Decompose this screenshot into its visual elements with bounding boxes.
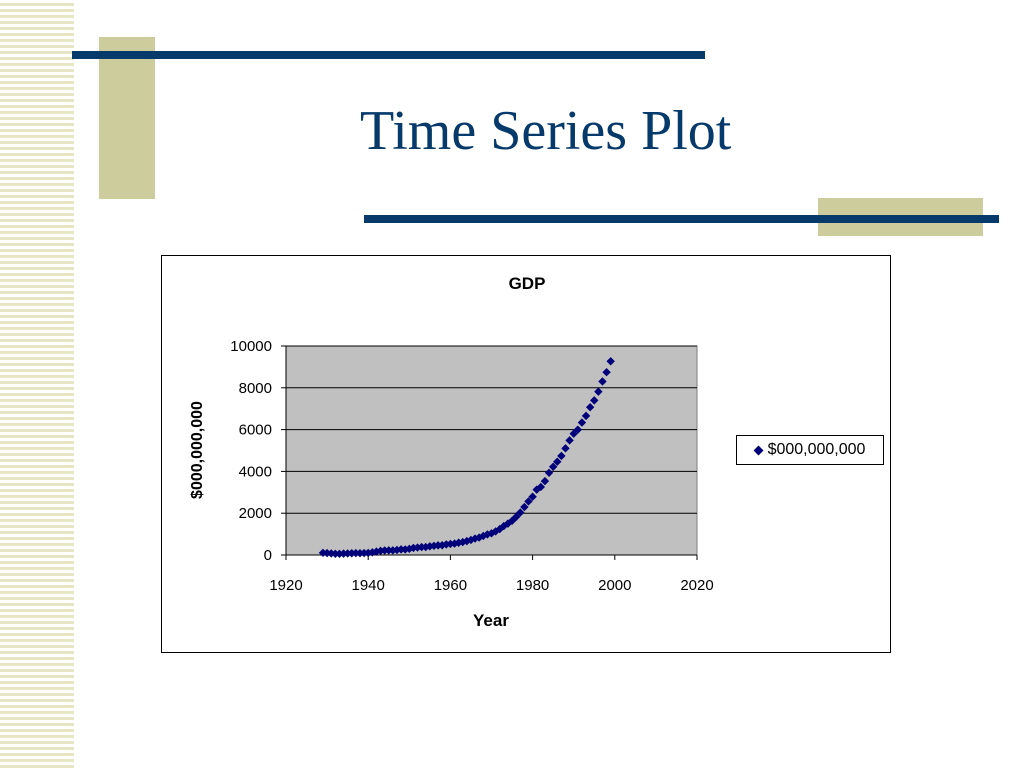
chart-title: GDP — [509, 274, 546, 293]
data-point — [339, 549, 348, 558]
plot-area — [285, 345, 698, 556]
data-point — [474, 533, 484, 542]
data-point — [495, 524, 504, 534]
data-point — [318, 548, 328, 558]
data-point — [520, 502, 529, 512]
x-tick-label: 2000 — [598, 577, 631, 594]
data-point — [548, 462, 558, 472]
data-point — [446, 539, 455, 549]
data-point — [590, 396, 599, 405]
data-point — [491, 527, 500, 536]
x-axis-label: Year — [473, 611, 509, 630]
slide-title: Time Series Plot — [360, 100, 732, 162]
diamond-marker-icon — [753, 445, 764, 455]
y-tick-label: 6000 — [239, 422, 272, 439]
y-tick-labels: 0 2000 4000 6000 8000 10000 — [230, 338, 272, 564]
decorative-bar-bottom — [364, 215, 999, 223]
legend-label: $000,000,000 — [767, 441, 866, 458]
chart-container: GDP 1920 1940 1960 1980 2000 2020 0 2000 4000 60… — [161, 255, 891, 653]
data-point — [368, 548, 377, 557]
data-point — [388, 546, 398, 555]
gridlines — [286, 345, 697, 514]
y-tick-label: 4000 — [239, 463, 272, 480]
data-point — [598, 377, 607, 386]
x-tick-labels: 1920 1940 1960 1980 2000 2020 — [269, 577, 713, 594]
data-point — [553, 457, 562, 466]
y-tick-label: 2000 — [239, 505, 272, 522]
gdp-chart: GDP 1920 1940 1960 1980 2000 2020 0 2000 4000 60… — [189, 274, 714, 630]
data-point — [528, 492, 537, 501]
data-point — [413, 543, 422, 552]
data-point — [585, 402, 595, 412]
x-tick-label: 1980 — [516, 577, 549, 594]
decorative-block-left — [99, 37, 155, 199]
data-point — [524, 497, 533, 506]
y-tick-label: 10000 — [230, 338, 272, 355]
x-tick-label: 1960 — [434, 577, 467, 594]
data-point — [581, 411, 591, 421]
data-point — [429, 541, 439, 551]
y-tick-label: 8000 — [239, 380, 272, 397]
y-tick-label: 0 — [264, 547, 272, 564]
data-point — [561, 444, 570, 453]
x-tick-label: 1920 — [269, 577, 302, 594]
chart-legend: $000,000,000 — [736, 435, 884, 465]
data-point — [433, 541, 443, 550]
y-axis-label: $000,000,000 — [189, 401, 206, 499]
decorative-stripes — [0, 0, 74, 768]
x-tick-label: 1940 — [352, 577, 385, 594]
data-point — [400, 545, 410, 554]
data-point — [557, 451, 566, 461]
x-tick-label: 2020 — [680, 577, 713, 594]
decorative-bar-top — [72, 51, 705, 59]
data-point — [594, 387, 603, 396]
